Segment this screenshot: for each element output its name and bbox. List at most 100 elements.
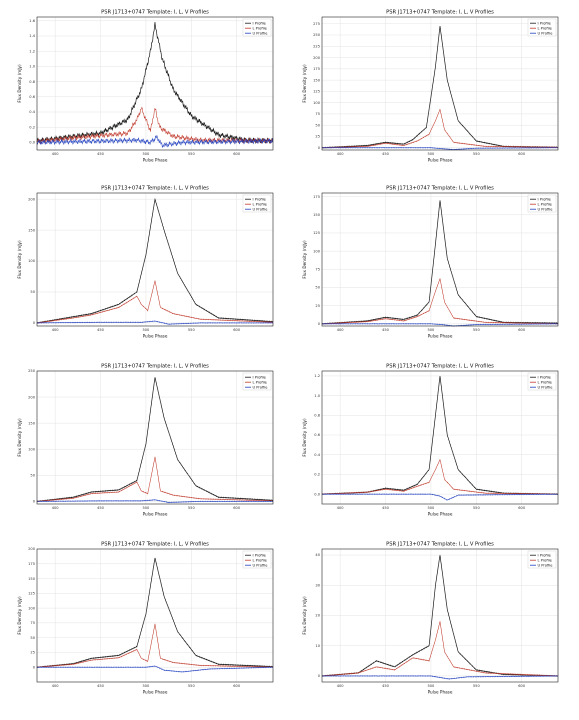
x-tick-label: 550 (473, 328, 481, 332)
x-tick-label: 450 (382, 684, 390, 688)
chart-svg: 400 450 500 550 600 0.0 0.2 0.4 0.6 0.8 1.0 1.2 PSR … (302, 364, 559, 517)
legend-label: L Profile (253, 380, 268, 384)
legend-label: U Profile (253, 563, 269, 567)
x-axis-label: Pulse Phase (143, 690, 168, 695)
chart-title: PSR J1713+0747 Template: I, L, V Profile… (386, 364, 494, 370)
legend-label: I Profile (253, 21, 267, 25)
series-line-i-profile (36, 197, 274, 324)
legend-label: U Profile (538, 207, 554, 211)
legend-label: U Profile (253, 385, 269, 389)
y-tick-label: 25 (315, 135, 320, 139)
x-tick-label: 450 (97, 684, 105, 688)
legend-label: U Profile (538, 563, 554, 567)
y-tick-label: 175 (313, 195, 320, 199)
plot-frame (321, 370, 559, 505)
y-tick-label: 0.2 (314, 473, 320, 477)
plot-frame (36, 16, 274, 151)
y-tick-label: 50 (315, 123, 320, 127)
y-axis-label: Flux Density (mJy) (302, 596, 307, 635)
y-tick-label: 1.0 (314, 394, 320, 398)
plot-frame (321, 192, 559, 327)
x-tick-label: 550 (473, 152, 481, 156)
x-tick-label: 500 (142, 684, 150, 688)
chart-panel-7: 400 450 500 550 600 0 25 50 75 100 125 150 175 200 PSR… (15, 538, 277, 698)
y-tick-label: 0 (33, 500, 36, 504)
legend-label: I Profile (538, 375, 552, 379)
y-tick-label: 0.0 (29, 141, 35, 145)
x-tick-label: 550 (188, 152, 196, 156)
chart-title: PSR J1713+0747 Template: I, L, V Profile… (101, 186, 209, 192)
legend-label: L Profile (538, 558, 553, 562)
series-line-i-profile (321, 200, 559, 325)
y-tick-label: 100 (28, 606, 36, 610)
legend-label: I Profile (538, 197, 552, 201)
y-tick-label: 50 (30, 290, 35, 294)
series-line-u-profile (321, 146, 559, 151)
y-tick-label: 200 (28, 395, 36, 399)
x-axis-label: Pulse Phase (428, 512, 453, 517)
y-axis-label: Flux Density (mJy) (302, 64, 307, 103)
series-line-l-profile (36, 623, 274, 668)
x-tick-label: 500 (427, 684, 435, 688)
series-line-u-profile (36, 499, 274, 504)
y-tick-label: 40 (315, 553, 320, 557)
y-tick-label: 0 (33, 321, 36, 325)
y-tick-label: 150 (28, 228, 36, 232)
chart-panel-8: 400 450 500 550 600 0 10 20 30 40 PSR J1713+0747 T… (300, 538, 562, 698)
chart-panel-5: 400 450 500 550 600 0 50 100 150 200 250 PSR J1713+… (15, 360, 277, 520)
series-line-i-profile (36, 557, 274, 668)
y-tick-label: 50 (315, 286, 320, 290)
y-tick-label: 175 (28, 562, 35, 566)
y-tick-label: 0.0 (314, 492, 320, 496)
y-tick-label: 100 (313, 101, 321, 105)
legend-label: L Profile (253, 558, 268, 562)
x-tick-label: 500 (142, 328, 150, 332)
plot-frame (36, 192, 274, 327)
series-line-l-profile (321, 621, 559, 677)
x-tick-label: 400 (337, 684, 345, 688)
legend-label: L Profile (538, 26, 553, 30)
chart-panel-6: 400 450 500 550 600 0.0 0.2 0.4 0.6 0.8 1.0 1.2 PSR … (300, 360, 562, 520)
y-axis-label: Flux Density (mJy) (17, 596, 22, 635)
chart-title: PSR J1713+0747 Template: I, L, V Profile… (386, 10, 494, 16)
y-tick-label: 125 (28, 592, 35, 596)
y-tick-label: 10 (315, 644, 320, 648)
series-line-l-profile (321, 459, 559, 495)
y-tick-label: 150 (28, 421, 36, 425)
y-tick-label: 1.0 (29, 65, 35, 69)
legend-label: I Profile (538, 553, 552, 557)
series-line-l-profile (321, 109, 559, 149)
x-tick-label: 600 (233, 684, 241, 688)
chart-svg: 400 450 500 550 600 0 50 100 150 200 250 PSR J1713+… (17, 364, 274, 517)
x-tick-label: 500 (427, 328, 435, 332)
y-tick-label: 100 (28, 259, 36, 263)
legend-label: L Profile (538, 202, 553, 206)
y-tick-label: 0.4 (29, 110, 35, 114)
legend-label: U Profile (538, 31, 554, 35)
x-tick-label: 600 (518, 152, 526, 156)
y-tick-label: 0.8 (29, 80, 35, 84)
y-tick-label: 150 (28, 577, 36, 581)
y-axis-label: Flux Density (mJy) (302, 418, 307, 457)
plot-frame (36, 548, 274, 683)
y-axis-label: Flux Density (mJy) (302, 240, 307, 279)
x-axis-label: Pulse Phase (143, 334, 168, 339)
legend-label: I Profile (253, 375, 267, 379)
x-tick-label: 550 (188, 328, 196, 332)
y-tick-label: 0.4 (314, 453, 320, 457)
x-tick-label: 550 (188, 506, 196, 510)
x-tick-label: 400 (52, 152, 60, 156)
x-tick-label: 450 (97, 328, 105, 332)
chart-title: PSR J1713+0747 Template: I, L, V Profile… (386, 186, 494, 192)
x-axis-label: Pulse Phase (143, 158, 168, 163)
y-tick-label: 125 (313, 231, 320, 235)
chart-svg: 400 450 500 550 600 0 25 50 75 100 125 150 175 PSR J1… (302, 186, 559, 339)
series-line-l-profile (36, 280, 274, 324)
y-tick-label: 1.6 (29, 19, 35, 23)
x-tick-label: 600 (518, 328, 526, 332)
series-line-u-profile (321, 493, 559, 501)
series-line-i-profile (36, 377, 274, 503)
x-tick-label: 400 (337, 328, 345, 332)
y-tick-label: 20 (315, 614, 320, 618)
chart-svg: 400 450 500 550 600 0 25 50 75 100 125 150 175 200 PSR… (17, 542, 274, 695)
